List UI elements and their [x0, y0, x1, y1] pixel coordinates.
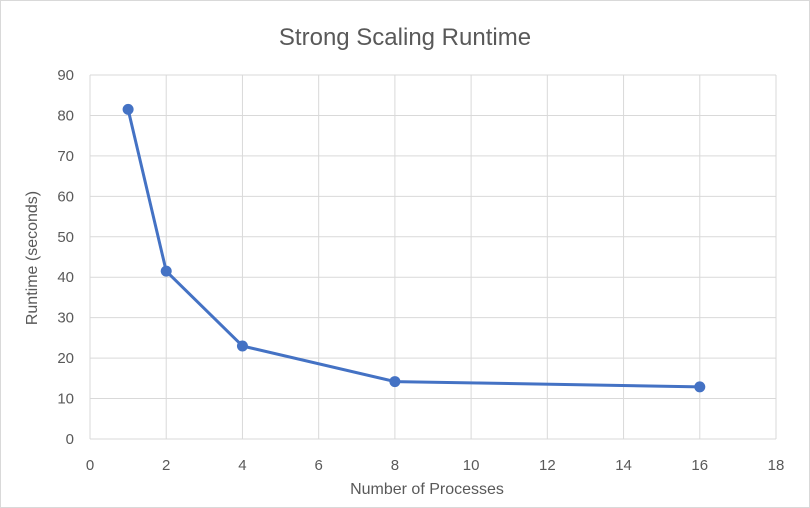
- y-tick-label: 0: [66, 431, 74, 448]
- data-point: [160, 265, 172, 277]
- series-line: [126, 109, 700, 389]
- chart-title: Strong Scaling Runtime: [279, 24, 531, 51]
- y-tick-label: 90: [57, 67, 74, 84]
- y-tick-label: 80: [57, 107, 74, 124]
- x-tick-label: 10: [463, 457, 480, 474]
- x-tick-label: 8: [391, 457, 399, 474]
- y-tick-label: 60: [57, 188, 74, 205]
- x-tick-label: 0: [86, 457, 94, 474]
- plot-series: [122, 103, 706, 393]
- data-point: [389, 376, 401, 388]
- data-point: [122, 103, 134, 115]
- x-axis-title: Number of Processes: [350, 481, 504, 498]
- x-axis-tick-labels: 0 2 4 6 8 10 12 14 16 18: [86, 457, 785, 474]
- x-tick-label: 12: [539, 457, 556, 474]
- y-tick-label: 30: [57, 310, 74, 327]
- y-tick-label: 10: [57, 391, 74, 408]
- y-tick-label: 40: [57, 269, 74, 286]
- data-point: [694, 381, 706, 393]
- x-tick-label: 14: [615, 457, 632, 474]
- y-axis-title: Runtime (seconds): [24, 191, 41, 325]
- x-tick-label: 2: [162, 457, 170, 474]
- x-tick-label: 16: [691, 457, 708, 474]
- y-tick-label: 50: [57, 229, 74, 246]
- y-tick-label: 70: [57, 148, 74, 165]
- x-tick-label: 6: [314, 457, 322, 474]
- gridlines: [89, 74, 777, 440]
- x-tick-label: 4: [238, 457, 246, 474]
- y-tick-label: 20: [57, 350, 74, 367]
- y-axis-tick-labels: 0 10 20 30 40 50 60 70 80 90: [57, 67, 74, 448]
- x-tick-label: 18: [768, 457, 785, 474]
- data-point: [236, 340, 248, 352]
